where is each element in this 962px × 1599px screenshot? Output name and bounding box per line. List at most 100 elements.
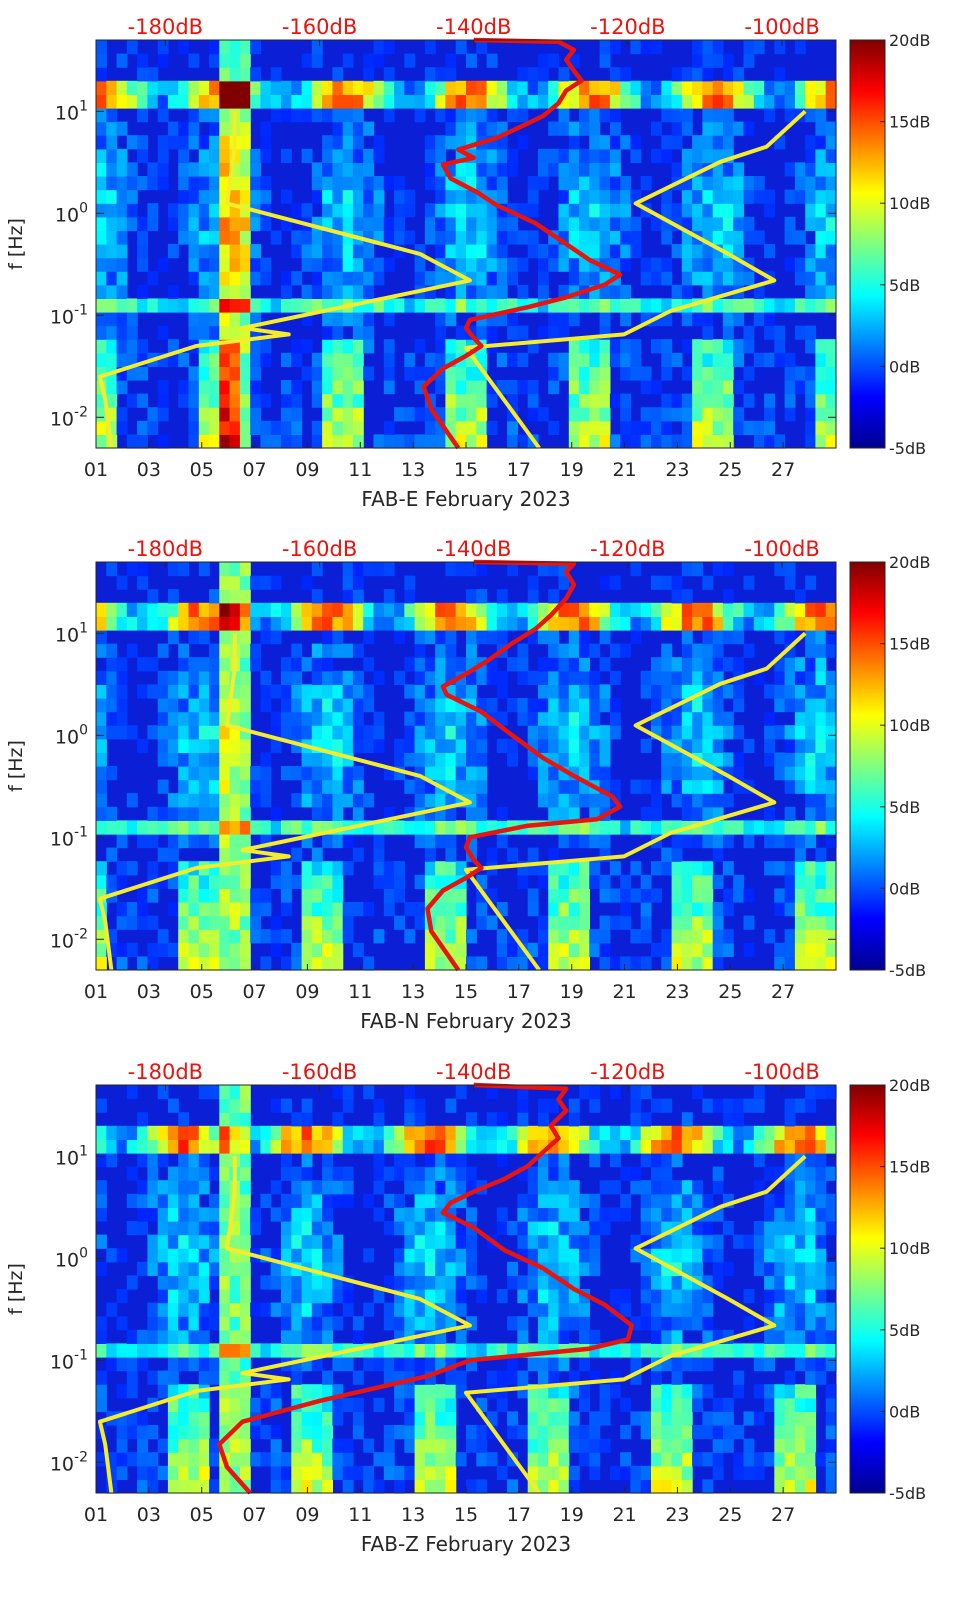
heatmap-cell	[332, 393, 344, 408]
heatmap-cell	[342, 284, 354, 299]
heatmap-cell	[96, 1343, 107, 1358]
heatmap-cell	[219, 575, 231, 590]
heatmap-cell	[178, 1207, 190, 1222]
heatmap-cell	[651, 1452, 662, 1467]
heatmap-cell	[281, 298, 292, 313]
heatmap-cell	[548, 1465, 560, 1480]
heatmap-cell	[137, 1180, 148, 1195]
heatmap-cell	[774, 94, 786, 109]
heatmap-cell	[435, 1139, 447, 1154]
heatmap-cell	[106, 203, 118, 218]
heatmap-cell	[106, 216, 118, 231]
heatmap-cell	[722, 189, 734, 204]
heatmap-cell	[352, 203, 364, 218]
heatmap-cell	[476, 793, 488, 808]
heatmap-cell	[445, 339, 457, 354]
heatmap-cell	[250, 380, 262, 395]
heatmap-cell	[640, 1139, 652, 1154]
heatmap-cell	[332, 902, 344, 917]
heatmap-cell	[774, 834, 786, 849]
heatmap-cell	[722, 176, 734, 191]
heatmap-cell	[188, 888, 200, 903]
heatmap-cell	[537, 298, 549, 313]
heatmap-cell	[558, 1357, 570, 1372]
heatmap-cell	[445, 820, 457, 835]
heatmap-cell	[178, 1275, 190, 1290]
heatmap-cell	[250, 407, 262, 422]
heatmap-cell	[681, 108, 693, 123]
heatmap-cell	[825, 352, 837, 367]
heatmap-cell	[681, 752, 693, 767]
heatmap-cell	[229, 339, 241, 354]
heatmap-cell	[692, 176, 703, 191]
heatmap-cell	[414, 1438, 426, 1453]
heatmap-cell	[486, 915, 498, 930]
heatmap-cell	[167, 1370, 179, 1385]
heatmap-cell	[424, 847, 436, 862]
heatmap-cell	[157, 148, 169, 163]
heatmap-cell	[620, 820, 632, 835]
heatmap-cell	[424, 806, 436, 821]
heatmap-cell	[404, 1316, 416, 1331]
heatmap-cell	[116, 203, 128, 218]
heatmap-cell	[157, 434, 169, 449]
heatmap-cell	[784, 670, 796, 685]
heatmap-cell	[548, 766, 560, 781]
heatmap-cell	[311, 643, 323, 658]
heatmap-cell	[784, 216, 796, 231]
heatmap-cell	[712, 244, 724, 259]
heatmap-cell	[476, 888, 488, 903]
heatmap-cell	[784, 80, 796, 95]
heatmap-cell	[609, 434, 621, 449]
heatmap-cell	[537, 684, 549, 699]
heatmap-cell	[445, 1397, 457, 1412]
heatmap-cell	[311, 1193, 323, 1208]
heatmap-cell	[188, 1452, 200, 1467]
heatmap-cell	[568, 366, 580, 381]
heatmap-cell	[455, 407, 467, 422]
heatmap-cell	[167, 874, 179, 889]
heatmap-cell	[291, 434, 303, 449]
heatmap-cell	[116, 80, 128, 95]
colorbar-label: -5dB	[889, 961, 926, 980]
heatmap-cell	[476, 738, 488, 753]
heatmap-cell	[137, 108, 148, 123]
heatmap-cell	[537, 793, 549, 808]
heatmap-cell	[445, 1098, 457, 1113]
heatmap-cell	[137, 888, 148, 903]
x-tick-label: 03	[137, 1504, 161, 1526]
heatmap-cell	[517, 1221, 529, 1236]
heatmap-cell	[178, 1316, 190, 1331]
heatmap-cell	[239, 616, 251, 631]
heatmap-cell	[651, 1465, 662, 1480]
heatmap-cell	[239, 1452, 251, 1467]
heatmap-cell	[589, 148, 601, 163]
heatmap-cell	[424, 1425, 436, 1440]
heatmap-cell	[455, 271, 467, 286]
heatmap-cell	[424, 1221, 436, 1236]
heatmap-cell	[609, 1370, 621, 1385]
heatmap-cell	[455, 820, 467, 835]
heatmap-cell	[651, 271, 662, 286]
heatmap-cell	[496, 257, 508, 272]
heatmap-cell	[476, 670, 488, 685]
heatmap-cell	[579, 820, 590, 835]
heatmap-cell	[599, 339, 611, 354]
heatmap-cell	[651, 602, 662, 617]
heatmap-cell	[363, 162, 375, 177]
heatmap-cell	[476, 630, 488, 645]
heatmap-cell	[383, 257, 395, 272]
heatmap-cell	[322, 1438, 333, 1453]
heatmap-cell	[332, 352, 344, 367]
heatmap-cell	[558, 752, 570, 767]
heatmap-cell	[301, 203, 313, 218]
heatmap-cell	[630, 1098, 642, 1113]
heatmap-cell	[106, 244, 118, 259]
heatmap-cell	[445, 1479, 457, 1494]
heatmap-cell	[599, 189, 611, 204]
heatmap-cell	[568, 1112, 580, 1127]
heatmap-cell	[548, 861, 560, 876]
heatmap-cell	[589, 1125, 601, 1140]
heatmap-cell	[445, 203, 457, 218]
heatmap-cell	[702, 1275, 714, 1290]
